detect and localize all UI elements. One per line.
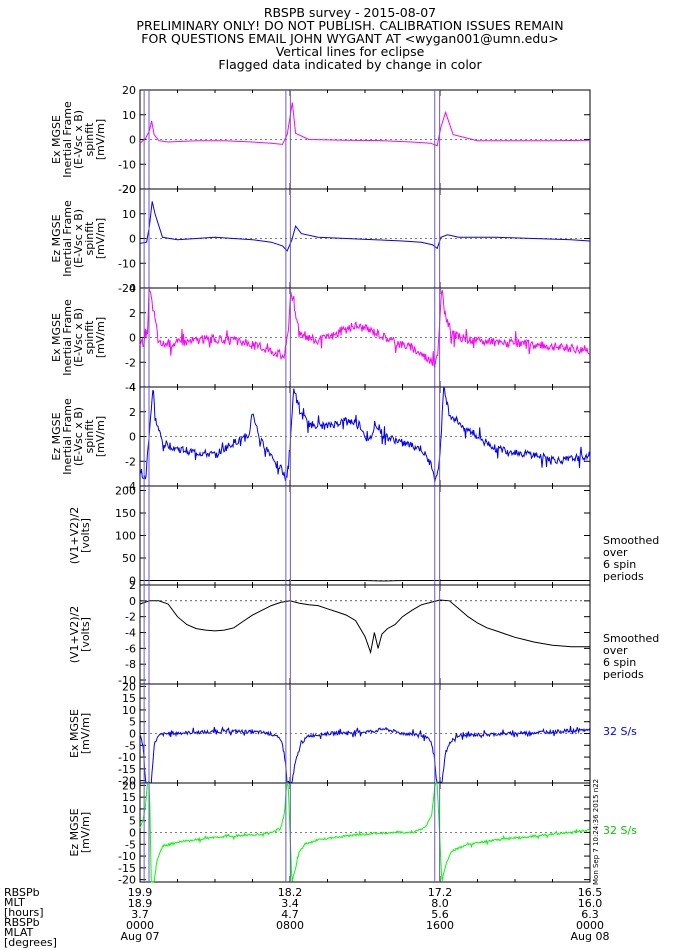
panel-3-ytick-label-3: 2 (129, 307, 136, 320)
panel-4-ylabel: Ez MGSEInertial Frame(E-Vsc x B)spinfit[… (50, 398, 107, 475)
panel-1-ytick-label-2: 0 (129, 134, 136, 147)
panel-8-ytick-label-5: 5 (129, 815, 136, 828)
panel-6-ytick-label-4: -2 (125, 611, 136, 624)
panel-7-ytick-label-1: -15 (118, 763, 136, 776)
smoothed-note-1: Smoothed over 6 spin periods (603, 534, 660, 583)
panel-7-ytick-label-8: 20 (122, 680, 136, 693)
panel-6-ytick-label-3: -4 (125, 627, 136, 640)
panel-6-frame (139, 584, 591, 685)
panel-5-ytick-label-4: 200 (115, 485, 136, 498)
panel-3-series (139, 287, 591, 369)
panel-7-ytick-label-7: 15 (122, 692, 136, 705)
row-label-rbspb: RBSPb (4, 886, 40, 899)
panel-2-ytick-label-2: 0 (129, 233, 136, 246)
panel-8-ylabel: Ez MGSE[mV/m] (68, 808, 92, 856)
panel-5-ytick-label-3: 150 (115, 507, 136, 520)
panel-3-ytick-label-4: 4 (129, 282, 136, 295)
panel-5-series (140, 580, 590, 582)
panel-8-ytick-label-0: -20 (118, 874, 136, 887)
panel-5-ytick-label-1: 50 (122, 552, 136, 565)
panel-4-ytick-label-4: 4 (129, 381, 136, 394)
panel-7-ytick-label-5: 5 (129, 716, 136, 729)
panel-8-ytick-label-1: -15 (118, 862, 136, 875)
tick-col-1: 19.9 18.9 3.7 0000 Aug 07 (120, 886, 160, 943)
panel-6-ytick-label-0: -10 (118, 674, 136, 687)
timestamp: Mon Sep 7 10:24:36 2015 n22 (592, 778, 600, 885)
panel-6-ytick-label-1: -8 (125, 658, 136, 671)
panel-8-ytick-label-7: 15 (122, 791, 136, 804)
panel-8-ytick-label-4: 0 (129, 827, 136, 840)
panel-3-ytick-label-2: 0 (129, 332, 136, 345)
panel-5-ytick-label-2: 100 (115, 530, 136, 543)
panel-7-ytick-label-3: -5 (125, 739, 136, 752)
panel-6-ytick-label-2: -6 (125, 642, 136, 655)
panel-1-series (139, 102, 591, 147)
row-label-mlt: MLT (4, 896, 25, 909)
panel-7-ytick-label-0: -20 (118, 775, 136, 788)
panel-5-ytick-label-0: 0 (129, 575, 136, 588)
row-label-hours: [hours] (4, 906, 44, 919)
panel-5-ylabel: (V1+V2)/2[volts] (68, 507, 92, 565)
row-label-rbspb-2: RBSPb (4, 916, 40, 929)
title-line-5: Flagged data indicated by change in colo… (218, 57, 482, 72)
panel-4-series (139, 386, 591, 482)
title-line-2: PRELIMINARY ONLY! DO NOT PUBLISH. CALIBR… (136, 18, 564, 33)
panel-6-ytick-label-6: 2 (129, 579, 136, 592)
panel-8-ytick-label-8: 20 (122, 779, 136, 792)
panel-8-ytick-label-6: 10 (122, 803, 136, 816)
panel-4-ytick-label-1: -2 (125, 455, 136, 468)
panel-7-ytick-label-4: 0 (129, 728, 136, 741)
panel-8-ytick-label-3: -5 (125, 838, 136, 851)
panel-2-ytick-label-4: 20 (122, 183, 136, 196)
panel-3-ylabel: Ex MGSEInertial Frame(E-Vsc x B)spinfit[… (50, 299, 107, 376)
panel-1-ytick-label-4: 20 (122, 84, 136, 97)
panel-2-ytick-label-1: -10 (118, 257, 136, 270)
panel-2-ytick-label-3: 10 (122, 208, 136, 221)
tick-col-2: 18.2 3.4 4.7 0800 (276, 886, 304, 932)
panel-7-ylabel: Ex MGSE[mV/m] (68, 709, 92, 758)
panel-3-ytick-label-0: -4 (125, 381, 136, 394)
panel-6-ytick-label-5: 0 (129, 595, 136, 608)
row-label-mlat: MLAT (4, 926, 34, 939)
panel-4-ytick-label-3: 2 (129, 406, 136, 419)
panel-2-ylabel: Ez MGSEInertial Frame(E-Vsc x B)spinfit[… (50, 200, 107, 277)
panel-4-ytick-label-2: 0 (129, 431, 136, 444)
panel-4-ytick-label-0: -4 (125, 480, 136, 493)
title-line-3: FOR QUESTIONS EMAIL JOHN WYGANT AT <wyga… (141, 31, 559, 46)
panel-1-ylabel: Ex MGSEInertial Frame(E-Vsc x B)spinfit[… (50, 101, 107, 178)
panel-7-series (139, 725, 591, 784)
panel-2-series (139, 201, 591, 252)
panel-7-ytick-label-2: -10 (118, 751, 136, 764)
panel-6-series (139, 599, 590, 655)
panel-8-series (139, 782, 591, 883)
panel-7-ytick-label-6: 10 (122, 704, 136, 717)
title-line-1: RBSPB survey - 2015-08-07 (263, 5, 437, 20)
sample-rate-blue: 32 S/s (603, 725, 637, 738)
tick-col-3: 17.2 8.0 5.6 1600 (426, 886, 454, 932)
panel-5-frame (139, 485, 591, 586)
panel-1-ytick-label-0: -20 (118, 183, 136, 196)
panel-6-ylabel: (V1+V2)/2[volts] (68, 606, 92, 664)
smoothed-note-2: Smoothed over 6 spin periods (603, 632, 660, 681)
row-label-degrees: [degrees] (4, 936, 57, 949)
panel-1-ytick-label-3: 10 (122, 109, 136, 122)
panel-3-ytick-label-1: -2 (125, 356, 136, 369)
sample-rate-green: 32 S/s (603, 824, 637, 837)
tick-col-4: 16.5 16.0 6.3 0000 Aug 08 (570, 886, 610, 943)
panel-1-ytick-label-1: -10 (118, 158, 136, 171)
panel-8-ytick-label-2: -10 (118, 850, 136, 863)
panel-2-ytick-label-0: -20 (118, 282, 136, 295)
title-line-4: Vertical lines for eclipse (275, 44, 425, 59)
